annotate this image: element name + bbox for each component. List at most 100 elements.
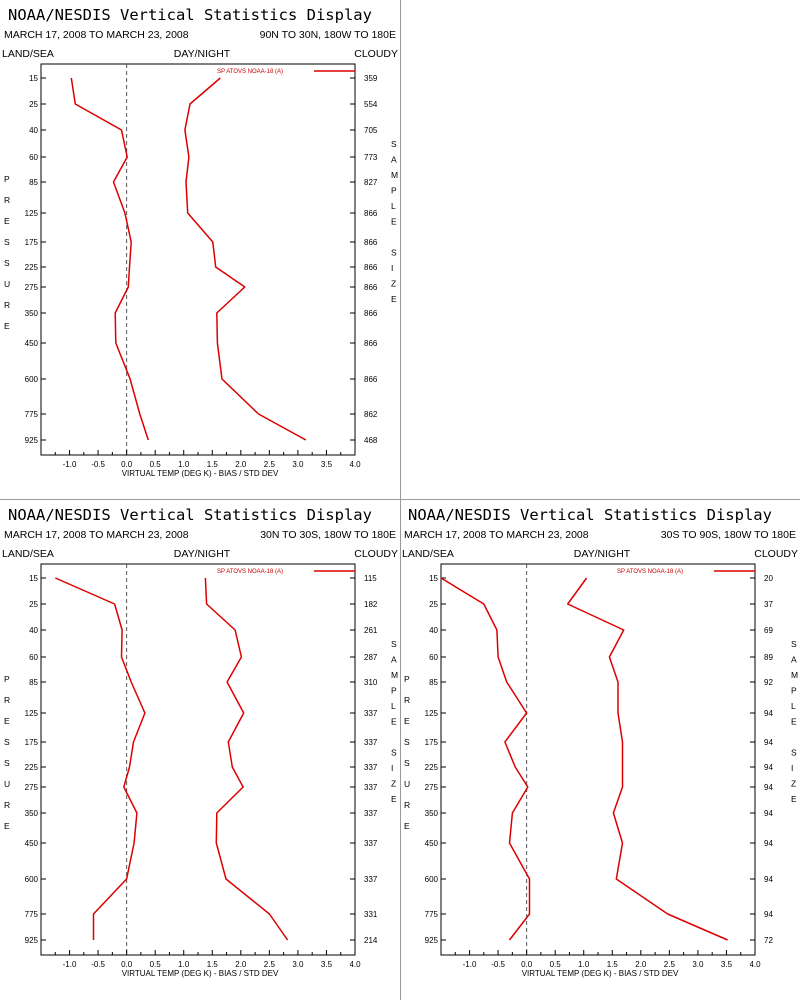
- pressure-label: 275: [425, 783, 439, 792]
- sample-size-axis-letter: M: [791, 670, 798, 680]
- x-tick-label: 3.0: [292, 460, 304, 469]
- sample-size-label: 359: [364, 74, 378, 83]
- sample-size-axis-letter: Z: [791, 779, 796, 789]
- land-sea-label: LAND/SEA: [2, 548, 54, 560]
- x-tick-label: 2.0: [635, 960, 647, 969]
- sample-size-label: 37: [764, 600, 773, 609]
- sample-size-label: 337: [364, 783, 378, 792]
- pressure-label: 40: [429, 626, 438, 635]
- pressure-label: 175: [25, 738, 39, 747]
- sample-size-axis-letter: L: [391, 201, 396, 211]
- x-tick-label: 2.5: [264, 960, 276, 969]
- chart-panel-tropics: NOAA/NESDIS Vertical Statistics Display M…: [0, 500, 400, 1000]
- series-line-std-dev: [184, 77, 307, 441]
- x-tick-label: -1.0: [63, 960, 77, 969]
- x-tick-label: 2.0: [235, 960, 247, 969]
- x-tick-label: 1.5: [607, 960, 619, 969]
- sample-size-axis-letter: E: [791, 717, 797, 727]
- land-sea-label: LAND/SEA: [402, 548, 454, 560]
- pressure-axis-letter: E: [4, 716, 10, 726]
- sample-size-label: 866: [364, 209, 378, 218]
- sample-size-label: 92: [764, 678, 773, 687]
- sample-size-axis-letter: I: [391, 763, 393, 773]
- sample-size-axis-letter: E: [391, 294, 397, 304]
- pressure-axis-letter: U: [404, 779, 410, 789]
- series-line-std-dev: [204, 577, 289, 941]
- sample-size-axis-letter: S: [791, 639, 797, 649]
- sample-size-axis-letter: E: [791, 794, 797, 804]
- pressure-label: 60: [429, 653, 438, 662]
- date-range: MARCH 17, 2008 TO MARCH 23, 2008: [4, 529, 189, 541]
- sample-size-label: 705: [364, 126, 378, 135]
- pressure-label: 60: [29, 153, 38, 162]
- x-tick-label: 4.0: [749, 960, 761, 969]
- pressure-label: 175: [425, 738, 439, 747]
- x-tick-label: 0.5: [150, 460, 162, 469]
- x-tick-label: -0.5: [91, 460, 105, 469]
- cloudy-label: CLOUDY: [754, 548, 798, 560]
- pressure-label: 600: [25, 375, 39, 384]
- x-tick-label: 2.5: [664, 960, 676, 969]
- series-line-std-dev: [566, 577, 728, 941]
- sample-size-label: 331: [364, 910, 378, 919]
- sample-size-label: 89: [764, 653, 773, 662]
- sample-size-axis-letter: L: [791, 701, 796, 711]
- chart-panel-south: NOAA/NESDIS Vertical Statistics Display M…: [400, 500, 800, 1000]
- series-line-bias: [440, 577, 531, 941]
- pressure-axis-letter: S: [404, 758, 410, 768]
- sample-size-label: 554: [364, 100, 378, 109]
- x-tick-label: 0.5: [550, 960, 562, 969]
- pressure-axis-letter: P: [4, 674, 10, 684]
- pressure-label: 450: [25, 839, 39, 848]
- sample-size-label: 866: [364, 238, 378, 247]
- pressure-label: 600: [425, 875, 439, 884]
- pressure-axis-letter: E: [4, 321, 10, 331]
- chart-svg: NOAA/NESDIS Vertical Statistics Display M…: [2, 6, 398, 478]
- sample-size-axis-letter: A: [391, 655, 397, 665]
- pressure-label: 775: [25, 410, 39, 419]
- sample-size-label: 337: [364, 839, 378, 848]
- sample-size-label: 72: [764, 936, 773, 945]
- pressure-label: 925: [425, 936, 439, 945]
- chart-svg: NOAA/NESDIS Vertical Statistics Display M…: [2, 506, 398, 978]
- x-tick-label: 0.0: [521, 960, 533, 969]
- pressure-axis-letter: R: [404, 800, 410, 810]
- pressure-axis-letter: P: [404, 674, 410, 684]
- sample-size-axis-letter: I: [391, 263, 393, 273]
- day-night-label: DAY/NIGHT: [174, 48, 231, 60]
- sample-size-axis-letter: E: [391, 217, 397, 227]
- sample-size-axis-letter: S: [391, 748, 397, 758]
- x-tick-label: 1.5: [207, 960, 219, 969]
- x-tick-label: 0.0: [121, 960, 133, 969]
- sample-size-axis-letter: S: [791, 748, 797, 758]
- horizontal-divider: [0, 499, 800, 500]
- x-tick-label: 1.0: [578, 960, 590, 969]
- pressure-label: 15: [29, 574, 38, 583]
- pressure-axis-letter: R: [4, 195, 10, 205]
- pressure-label: 25: [29, 600, 38, 609]
- sample-size-axis-letter: A: [791, 655, 797, 665]
- pressure-axis-letter: P: [4, 174, 10, 184]
- sample-size-label: 261: [364, 626, 378, 635]
- x-tick-label: 0.0: [121, 460, 133, 469]
- sample-size-label: 866: [364, 339, 378, 348]
- land-sea-label: LAND/SEA: [2, 48, 54, 60]
- chart-title: NOAA/NESDIS Vertical Statistics Display: [408, 506, 772, 524]
- pressure-label: 40: [29, 126, 38, 135]
- date-range: MARCH 17, 2008 TO MARCH 23, 2008: [4, 29, 189, 41]
- vertical-divider: [400, 0, 401, 1000]
- x-tick-label: 4.0: [349, 960, 361, 969]
- x-axis-label: VIRTUAL TEMP (DEG K) - BIAS / STD DEV: [122, 469, 279, 478]
- cloudy-label: CLOUDY: [354, 548, 398, 560]
- sample-size-axis-letter: S: [391, 639, 397, 649]
- series-line-bias: [54, 577, 146, 940]
- pressure-axis-letter: U: [4, 279, 10, 289]
- x-tick-label: 2.0: [235, 460, 247, 469]
- x-tick-label: 3.5: [721, 960, 733, 969]
- pressure-label: 175: [25, 238, 39, 247]
- plot-frame: [40, 63, 356, 456]
- pressure-label: 40: [29, 626, 38, 635]
- sample-size-label: 287: [364, 653, 378, 662]
- cloudy-label: CLOUDY: [354, 48, 398, 60]
- x-tick-label: -0.5: [91, 960, 105, 969]
